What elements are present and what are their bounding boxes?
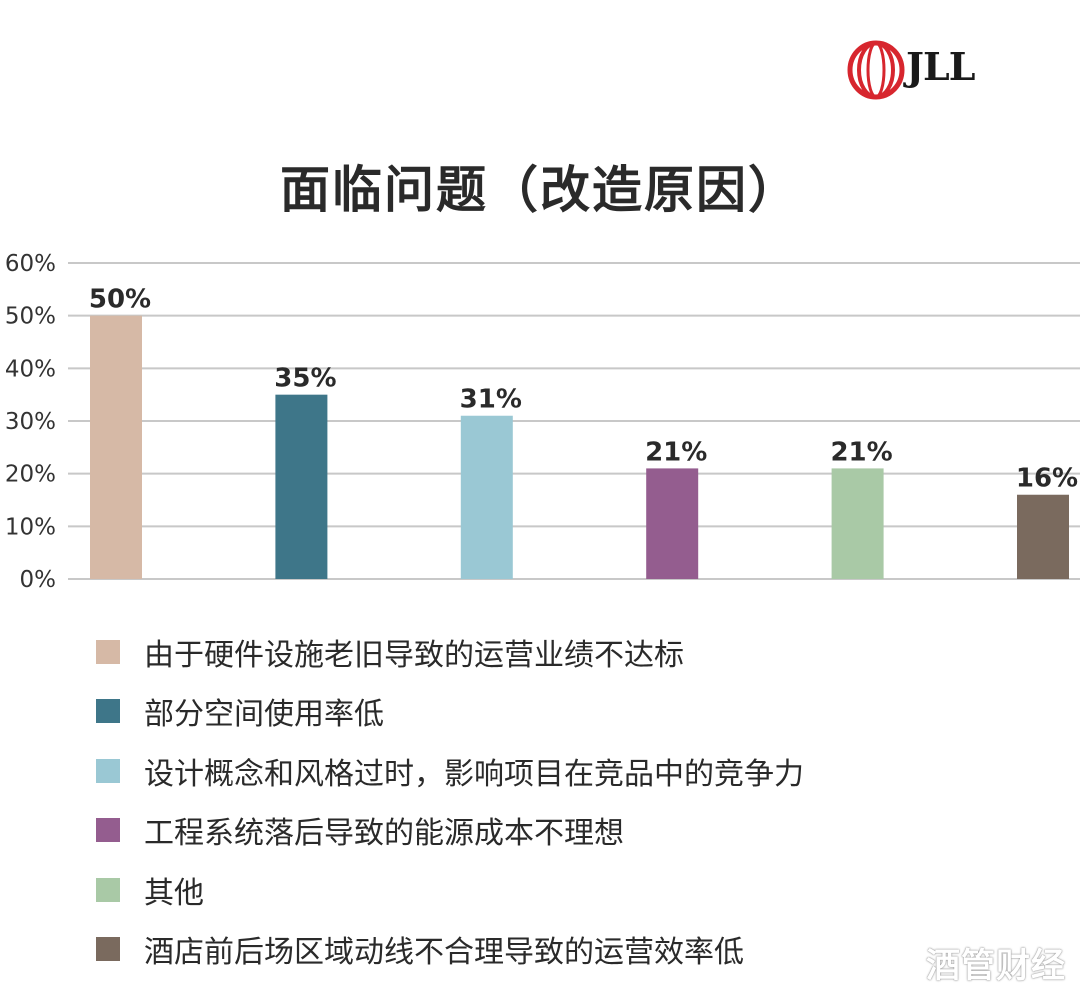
bar-data-label: 50%	[89, 285, 151, 315]
y-axis-ticks: 0% 10% 20% 30% 40% 50% 60%	[5, 251, 56, 593]
legend-item: 设计概念和风格过时，影响项目在竞品中的竞争力	[96, 741, 996, 801]
legend-swatch	[96, 639, 120, 664]
logo-text: JLL	[906, 44, 975, 89]
bar-data-label: 21%	[645, 437, 707, 467]
legend-label: 由于硬件设施老旧导致的运营业绩不达标	[144, 637, 684, 673]
legend-swatch	[96, 818, 120, 843]
bar	[646, 468, 699, 579]
chart-title: 面临问题（改造原因）	[280, 161, 800, 219]
y-tick-label: 20%	[5, 462, 56, 488]
bar	[1017, 494, 1069, 579]
bar	[90, 315, 142, 579]
legend-item: 由于硬件设施老旧导致的运营业绩不达标	[96, 622, 996, 682]
y-tick-label: 0%	[20, 567, 57, 593]
legend-swatch	[96, 758, 120, 783]
legend-label: 部分空间使用率低	[144, 697, 384, 733]
legend-swatch	[96, 937, 120, 962]
legend-swatch	[96, 877, 120, 902]
bar	[831, 468, 884, 579]
bar-data-label: 16%	[1016, 464, 1078, 494]
bars	[90, 315, 1069, 579]
bar-chart: 0% 10% 20% 30% 40% 50% 60% 50% 35% 31% 21% 21% 16%	[5, 251, 1080, 593]
legend-label: 酒店前后场区域动线不合理导致的运营效率低	[144, 935, 744, 971]
legend: 由于硬件设施老旧导致的运营业绩不达标 部分空间使用率低设计概念和风格过时，影响项目…	[96, 622, 996, 979]
bar	[275, 394, 328, 579]
legend-item: 其他	[96, 860, 996, 920]
bar-data-label: 31%	[460, 385, 522, 415]
legend-label: 其他	[144, 875, 204, 911]
legend-label: 工程系统落后导致的能源成本不理想	[144, 816, 624, 852]
jll-logo-icon	[847, 40, 905, 100]
legend-item: 部分空间使用率低	[96, 682, 996, 742]
legend-item: 工程系统落后导致的能源成本不理想	[96, 801, 996, 861]
data-labels: 50% 35% 31% 21% 21% 16%	[89, 285, 1078, 494]
legend-label: 设计概念和风格过时，影响项目在竞品中的竞争力	[144, 756, 804, 792]
grid-lines	[68, 262, 1080, 580]
y-tick-label: 10%	[5, 514, 56, 540]
bar-data-label: 21%	[830, 437, 892, 467]
legend-item: 酒店前后场区域动线不合理导致的运营效率低	[96, 920, 996, 980]
legend-swatch	[96, 699, 120, 724]
y-tick-label: 40%	[5, 356, 56, 382]
bar	[460, 415, 513, 579]
bar-data-label: 35%	[274, 364, 336, 394]
y-tick-label: 50%	[5, 304, 56, 330]
watermark: 酒管财经	[926, 946, 1066, 986]
y-tick-label: 60%	[5, 251, 56, 277]
y-tick-label: 30%	[5, 409, 56, 435]
